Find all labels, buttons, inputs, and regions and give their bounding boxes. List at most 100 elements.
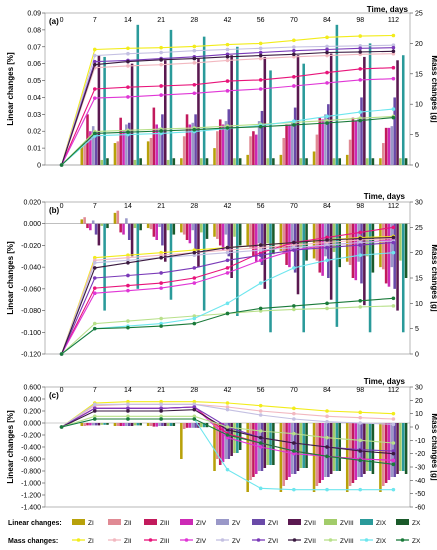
bar: [269, 70, 272, 165]
series-point: [325, 238, 329, 242]
bar: [80, 144, 84, 165]
bar: [224, 223, 228, 235]
bar: [166, 159, 170, 165]
bar: [152, 107, 156, 165]
x-tick-label: 98: [356, 203, 364, 210]
bar: [136, 423, 140, 426]
y-tick-label: 0.600: [23, 385, 41, 392]
series-point: [92, 47, 97, 52]
series-point: [292, 411, 296, 416]
series-point: [358, 46, 363, 51]
bar: [146, 223, 150, 229]
series-point: [258, 445, 263, 449]
series-point: [225, 89, 230, 93]
series-point: [292, 240, 296, 245]
x-tick-label: 112: [388, 17, 399, 24]
series-point: [225, 54, 230, 59]
bar: [230, 423, 233, 456]
bar: [86, 223, 89, 229]
legend-marker: [112, 538, 117, 542]
series-point: [225, 250, 230, 255]
series-point: [358, 415, 363, 420]
legend-label: ZI: [88, 538, 94, 545]
series-point: [391, 115, 396, 120]
series-point: [325, 245, 329, 250]
series-point: [258, 306, 263, 311]
x-tick-label: 28: [190, 387, 198, 394]
x-tick-label: 98: [356, 387, 364, 394]
series-point: [358, 449, 363, 453]
bar: [213, 148, 216, 165]
bar: [401, 55, 405, 165]
bar: [345, 154, 349, 165]
bar: [357, 117, 360, 165]
bar: [218, 223, 222, 246]
series-point: [225, 467, 230, 472]
bar: [252, 423, 255, 477]
bar: [293, 423, 297, 474]
series-point: [159, 417, 163, 421]
series-point: [225, 435, 230, 440]
bar: [354, 223, 358, 281]
bar: [338, 223, 342, 268]
bar: [396, 223, 399, 311]
series-point: [358, 236, 363, 241]
panel-label: (b): [49, 206, 60, 215]
series-point: [325, 258, 329, 263]
bar: [351, 117, 355, 165]
x-tick-label: 56: [257, 17, 265, 24]
bar: [139, 158, 142, 165]
bar: [205, 158, 209, 165]
bar: [149, 137, 153, 165]
bar: [180, 423, 183, 459]
bar: [122, 223, 125, 235]
bar: [80, 219, 84, 224]
bar: [166, 423, 170, 426]
legend-label: ZIII: [160, 538, 170, 545]
series-point: [292, 417, 296, 421]
series-point: [92, 261, 97, 265]
bar: [404, 423, 408, 474]
series-point: [292, 487, 296, 492]
series-point: [325, 235, 329, 240]
bar: [169, 223, 173, 300]
series-point: [92, 96, 97, 100]
bar: [106, 223, 109, 229]
series-point: [59, 425, 64, 429]
bar: [401, 223, 405, 333]
bar: [324, 423, 327, 477]
bar: [246, 223, 249, 246]
bar: [269, 423, 272, 465]
series-point: [192, 82, 197, 87]
y2-tick-label: 5: [415, 326, 419, 333]
series-point: [92, 266, 97, 270]
series-point: [258, 441, 263, 445]
legend-swatch: [324, 519, 337, 525]
bar: [194, 114, 197, 165]
series-point: [358, 50, 363, 54]
y2-tick-label: 0: [415, 163, 419, 170]
bar: [202, 423, 206, 428]
y2-tick-label: 20: [415, 250, 423, 257]
bar: [288, 124, 291, 165]
series-point: [391, 65, 396, 70]
y2-tick-label: 20: [415, 398, 423, 405]
y2-tick-label: -50: [415, 491, 425, 498]
bar: [285, 124, 288, 165]
series-point: [391, 451, 396, 456]
series-point: [225, 433, 230, 437]
bar: [387, 223, 391, 287]
series-point: [391, 225, 396, 230]
bar: [185, 223, 189, 240]
series-point: [159, 324, 163, 328]
y-tick-label: 0.03: [27, 112, 41, 119]
series-point: [258, 46, 263, 51]
bar: [180, 158, 183, 165]
bar: [238, 158, 242, 165]
series-point: [126, 261, 130, 265]
bar: [166, 223, 170, 231]
bar: [191, 423, 195, 428]
y-tick-label: 0.08: [27, 27, 41, 34]
series-point: [59, 163, 64, 167]
